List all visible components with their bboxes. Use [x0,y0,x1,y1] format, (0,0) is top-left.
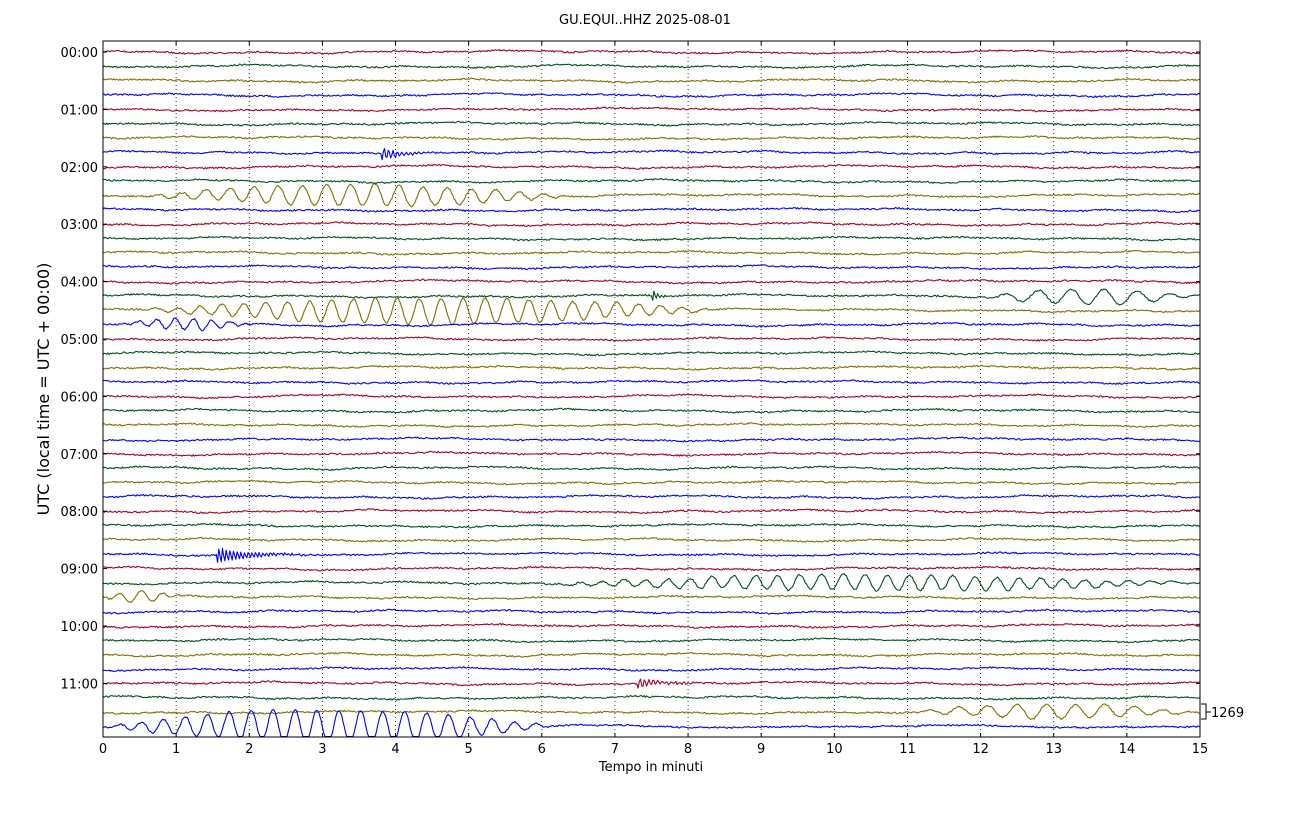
seismic-trace [102,622,1201,629]
seismic-trace [102,148,1201,161]
x-tick-label: 9 [757,742,765,757]
seismic-traces [102,49,1201,738]
seismic-trace [102,135,1201,141]
x-axis-label: Tempo in minuti [598,760,703,775]
y-tick-label: 01:00 [61,103,98,118]
seismic-trace [102,235,1201,242]
seismic-trace [103,163,1201,170]
seismic-trace [102,547,1201,563]
seismic-trace [102,106,1201,113]
seismic-trace [102,264,1201,271]
seismic-trace [102,393,1201,400]
seismic-trace [102,77,1201,84]
y-tick-label: 08:00 [61,505,98,520]
y-tick-label: 05:00 [61,333,98,348]
seismic-trace [102,379,1201,385]
seismic-trace [102,422,1201,429]
seismic-trace [102,703,1201,721]
y-tick-label: 02:00 [61,161,98,176]
x-axis-ticks: 0 1 2 3 4 5 6 7 8 9 10 11 12 13 14 15 [99,41,1208,757]
seismic-trace [102,465,1201,472]
seismic-trace [102,651,1201,658]
seismic-trace [102,350,1201,357]
scale-bracket [1201,703,1211,720]
x-tick-label: 6 [538,742,546,757]
y-tick-label: 10:00 [61,620,98,635]
y-axis-label: UTC (local time = UTC + 00:00) [34,263,53,516]
x-tick-label: 8 [684,742,692,757]
seismic-trace [102,589,1201,604]
seismic-trace [102,336,1201,342]
seismic-trace [102,296,1201,326]
vertical-gridlines [175,41,1128,737]
seismic-trace [102,221,1201,227]
seismic-trace [102,407,1201,414]
seismic-trace [102,536,1201,543]
seismic-trace [102,177,1201,185]
seismic-trace [102,120,1201,127]
chart-title: GU.EQUI..HHZ 2025-08-01 [559,13,731,28]
amplitude-scale-bar: 1269 [1201,703,1244,721]
x-tick-label: 10 [826,742,843,757]
x-tick-label: 5 [465,742,473,757]
seismic-trace [102,288,1201,306]
y-tick-label: 04:00 [61,276,98,291]
x-tick-label: 11 [899,742,916,757]
seismic-trace [102,364,1201,371]
y-tick-label: 09:00 [61,563,98,578]
seismic-trace [102,317,1201,332]
seismic-trace [102,479,1201,486]
seismic-trace [102,573,1201,592]
x-tick-label: 0 [99,742,107,757]
y-tick-label: 07:00 [61,448,98,463]
seismic-trace [102,63,1201,70]
seismic-trace [102,92,1201,98]
seismic-trace [102,249,1201,256]
y-tick-label: 06:00 [61,390,98,405]
scale-bar-label: 1269 [1211,706,1244,721]
x-tick-label: 3 [318,742,326,757]
seismic-trace [102,637,1201,644]
seismic-trace [102,608,1201,615]
seismic-trace [102,666,1201,673]
y-tick-label: 00:00 [61,46,98,61]
y-tick-label: 03:00 [61,218,98,233]
x-tick-label: 1 [172,742,180,757]
seismic-trace [102,694,1201,701]
seismic-trace [102,278,1201,285]
x-tick-label: 15 [1192,742,1209,757]
x-tick-label: 13 [1045,742,1062,757]
seismic-trace [102,49,1201,55]
y-tick-label: 11:00 [61,677,98,692]
seismic-trace [102,522,1201,529]
y-axis-ticks: 00:00 01:00 02:00 03:00 04:00 05:00 06:00 07:00… [61,46,1200,692]
seismic-trace [102,183,1201,208]
x-tick-label: 14 [1119,742,1136,757]
x-tick-label: 4 [391,742,399,757]
seismic-trace [102,565,1201,572]
seismic-trace [102,450,1201,457]
x-tick-label: 12 [972,742,989,757]
seismic-trace [102,508,1201,515]
seismic-trace [102,206,1201,213]
plot-frame [102,40,1201,738]
x-tick-label: 7 [611,742,619,757]
seismic-trace [102,436,1201,443]
seismic-trace [102,678,1201,689]
x-tick-label: 2 [245,742,253,757]
seismic-trace [102,493,1201,500]
